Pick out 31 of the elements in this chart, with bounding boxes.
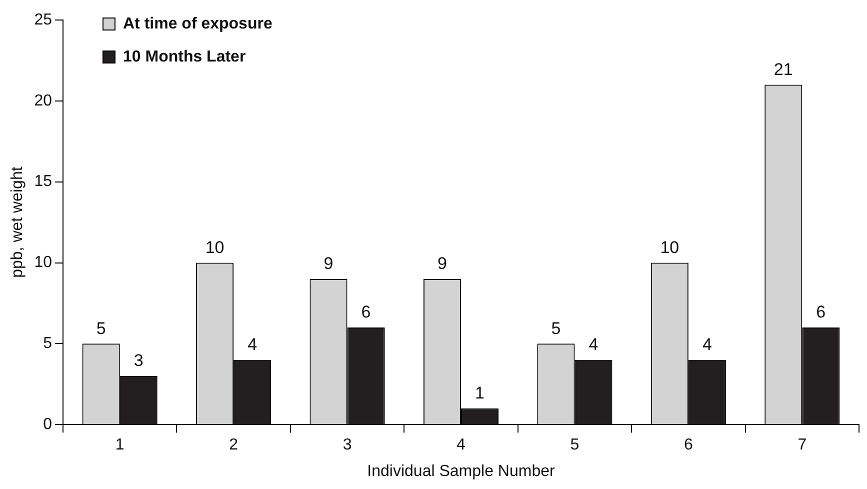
y-tick-label: 15 (34, 173, 52, 190)
data-label: 9 (324, 254, 334, 274)
legend-label: At time of exposure (122, 15, 272, 32)
y-tick-label: 10 (34, 254, 52, 272)
x-tick-label: 4 (456, 436, 466, 454)
data-label: 4 (588, 335, 598, 354)
data-label: 4 (248, 335, 258, 354)
y-tick-label: 5 (43, 335, 52, 352)
y-tick-label: 25 (34, 11, 52, 28)
data-label: 3 (134, 351, 144, 370)
data-label: 9 (438, 254, 447, 274)
data-label: 21 (774, 60, 793, 79)
data-label: 5 (551, 318, 561, 338)
data-label: 6 (816, 302, 826, 322)
legend-label: 10 Months Later (122, 48, 246, 66)
y-tick-label: 0 (43, 416, 52, 434)
data-label: 10 (660, 238, 680, 257)
x-tick-label: 6 (684, 436, 693, 454)
data-label: 4 (702, 335, 712, 354)
x-tick-label: 3 (342, 436, 352, 454)
data-label: 6 (361, 302, 371, 322)
y-tick-label: 20 (34, 92, 52, 110)
x-axis-title: Individual Sample Number (367, 462, 556, 480)
x-tick-label: 1 (115, 436, 124, 454)
x-tick-label: 7 (798, 436, 807, 454)
data-label: 1 (475, 384, 484, 403)
x-tick-label: 2 (229, 436, 238, 454)
y-axis-title: ppb, wet weight (9, 166, 26, 278)
x-tick-label: 5 (570, 436, 580, 454)
data-label: 10 (205, 238, 224, 257)
data-label: 5 (96, 318, 106, 338)
